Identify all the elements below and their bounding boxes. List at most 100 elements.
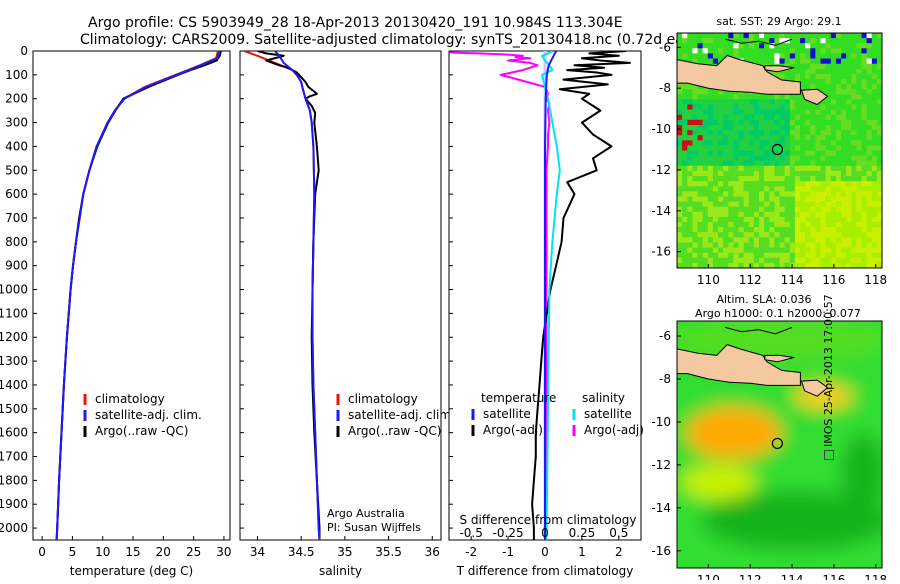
sst-cell (764, 232, 770, 238)
sst-cell (861, 145, 868, 151)
map-x-tick-label: 112 (739, 573, 762, 580)
sst-cell (856, 125, 862, 131)
sst-cell (841, 48, 847, 54)
sst-cell (794, 125, 801, 131)
sst-cell (830, 58, 837, 65)
sal-legend-label: satellite-adj. clim. (348, 408, 455, 422)
sst-cell (876, 155, 882, 162)
sst-cell (851, 227, 857, 233)
sst-cell (712, 196, 719, 203)
sst-cell (805, 181, 811, 187)
sst-cell (800, 99, 806, 105)
sst-cell (851, 160, 857, 167)
sst-cell (779, 53, 786, 59)
sst-cell (682, 242, 688, 249)
sst-cell (769, 201, 775, 208)
sst-cell (841, 140, 847, 146)
sst-cell (789, 181, 796, 187)
sst-cell (846, 109, 852, 116)
sst-cell (866, 89, 873, 95)
sst-cell (866, 84, 873, 90)
sst-cell (718, 53, 724, 59)
sst-cell (851, 130, 857, 136)
sst-cell (769, 165, 775, 172)
sst-cell (871, 262, 878, 268)
sst-cell (682, 160, 688, 167)
sst-cell (784, 170, 791, 177)
sst-cell (820, 176, 827, 182)
sst-cell (779, 48, 786, 54)
sst-cell (876, 257, 882, 264)
sst-cell (707, 181, 714, 187)
sst-cell (743, 232, 750, 238)
sst-cell (876, 201, 882, 208)
sst-cell (692, 109, 698, 116)
sst-cell (825, 145, 832, 151)
sst-cell (856, 38, 862, 44)
sst-cell (728, 155, 734, 162)
sst-cell (871, 191, 878, 197)
map-y-tick-label: -14 (651, 501, 671, 515)
sst-cell (876, 125, 882, 131)
sst-cell (846, 176, 852, 182)
sst-cell (759, 181, 765, 187)
sst-cell (687, 257, 693, 264)
sst-cell (820, 84, 827, 90)
sst-cell (692, 135, 698, 141)
y-tick-label: 300 (5, 116, 28, 130)
sst-cell (697, 33, 704, 39)
sst-cell (861, 262, 868, 268)
sst-cell (815, 237, 821, 243)
sst-cell (702, 191, 709, 197)
sst-cell (764, 201, 770, 208)
sst-cell (805, 48, 811, 54)
sst-cell (743, 155, 750, 162)
sst-cell (682, 104, 688, 111)
map-y-tick-label: -12 (651, 163, 671, 177)
sst-cell (820, 186, 827, 192)
sst-cell (748, 94, 755, 100)
difference-profile-panel: -2 -1 0 1 2T difference from climatology-0.5… (448, 50, 644, 578)
sst-cell (682, 125, 688, 131)
sst-cell (835, 211, 842, 218)
x-tick-label: 5 (69, 545, 77, 559)
sst-cell (841, 216, 847, 223)
sst-cell (733, 186, 739, 192)
sst-cell (774, 242, 780, 249)
sst-cell (702, 135, 709, 141)
sst-cell (677, 160, 683, 167)
sst-cell (794, 155, 801, 162)
sst-cell (748, 201, 755, 208)
sst-cell (779, 119, 786, 126)
sst-cell (815, 201, 821, 208)
sst-cell (692, 89, 698, 95)
sst-cell (830, 232, 837, 238)
sst-cell (677, 262, 683, 268)
sst-cell (841, 227, 847, 233)
sst-cell (723, 125, 729, 131)
sst-cell (759, 58, 765, 65)
sst-cell (815, 262, 821, 268)
sst-cell (748, 48, 755, 54)
sst-cell (784, 119, 791, 126)
diff-sal-legend-label: satellite (584, 407, 632, 421)
y-tick-label: 700 (5, 211, 28, 225)
sst-cell (718, 48, 724, 54)
sst-cell (800, 73, 806, 80)
sst-cell (835, 43, 842, 49)
sst-cell (876, 48, 882, 54)
sst-cell (738, 262, 745, 268)
sst-cell (805, 211, 811, 218)
sst-cell (759, 196, 765, 203)
sst-cell (820, 99, 827, 105)
sst-cell (743, 262, 750, 268)
sst-cell (820, 222, 827, 228)
sst-cell (789, 68, 796, 75)
sst-cell (800, 232, 806, 238)
sst-cell (697, 135, 704, 141)
sst-cell (723, 206, 729, 213)
sst-cell (682, 262, 688, 268)
sst-cell (702, 89, 709, 95)
sst-cell (779, 43, 786, 49)
sst-cell (800, 176, 806, 182)
